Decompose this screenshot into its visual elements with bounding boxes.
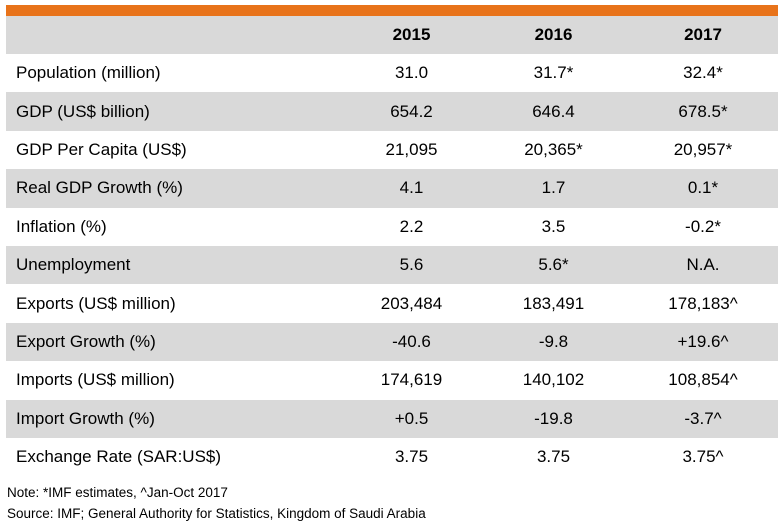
cell-2017: 178,183^ [668, 293, 738, 313]
cell-2015: 4.1 [399, 178, 424, 198]
row-label: Unemployment [16, 255, 131, 275]
cell-2017: 3.75^ [682, 447, 724, 467]
cell-2015: 174,619 [380, 370, 443, 390]
cell-2017: -0.2* [685, 216, 721, 236]
table-row: Exchange Rate (SAR:US$) 3.75 3.75 3.75^ [6, 438, 778, 476]
cell-2015: 31.0 [394, 63, 429, 83]
row-label: Exchange Rate (SAR:US$) [16, 447, 222, 467]
cell-2017: N.A. [686, 255, 720, 275]
cell-2016: 5.6* [538, 255, 569, 275]
row-label: Export Growth (%) [16, 331, 156, 351]
cell-2016: 140,102 [522, 370, 585, 390]
row-label: Import Growth (%) [16, 408, 155, 428]
cell-2016: -9.8 [538, 331, 569, 351]
economic-indicators-table: 2015 2016 2017 Population (million) 31.0… [6, 16, 778, 476]
table-row: Unemployment 5.6 5.6* N.A. [6, 245, 778, 285]
accent-bar [6, 5, 778, 16]
row-label: Inflation (%) [16, 216, 107, 236]
table-row: GDP (US$ billion) 654.2 646.4 678.5* [6, 92, 778, 131]
cell-2016: 183,491 [522, 293, 585, 313]
row-label: Exports (US$ million) [16, 293, 176, 313]
table-row: Population (million) 31.0 31.7* 32.4* [6, 54, 778, 92]
table-row: Import Growth (%) +0.5 -19.8 -3.7^ [6, 399, 778, 438]
table-row: Export Growth (%) -40.6 -9.8 +19.6^ [6, 322, 778, 362]
cell-2017: +19.6^ [677, 331, 729, 351]
row-label: GDP (US$ billion) [16, 101, 150, 121]
header-2015: 2015 [392, 25, 431, 44]
cell-2015: 203,484 [380, 293, 443, 313]
table-row: Exports (US$ million) 203,484 183,491 17… [6, 284, 778, 322]
cell-2017: 32.4* [683, 63, 723, 83]
cell-2017: -3.7^ [684, 408, 722, 428]
cell-2015: -40.6 [392, 331, 431, 351]
header-2016: 2016 [534, 25, 573, 44]
cell-2015: 654.2 [390, 101, 433, 121]
table-row: Imports (US$ million) 174,619 140,102 10… [6, 361, 778, 399]
cell-2017: 20,957* [673, 139, 733, 159]
cell-2017: 678.5* [678, 101, 728, 121]
table-notes: Note: *IMF estimates, ^Jan-Oct 2017 Sour… [7, 482, 426, 524]
cell-2016: 646.4 [532, 101, 575, 121]
cell-2016: 1.7 [541, 178, 566, 198]
cell-2017: 0.1* [687, 178, 719, 198]
cell-2017: 108,854^ [668, 370, 738, 390]
row-label: GDP Per Capita (US$) [16, 139, 187, 159]
row-label: Real GDP Growth (%) [16, 178, 183, 198]
cell-2015: 5.6 [399, 255, 424, 275]
cell-2015: 2.2 [399, 216, 424, 236]
cell-2016: 3.75 [536, 447, 571, 467]
cell-2015: 3.75 [394, 447, 429, 467]
cell-2016: 3.5 [541, 216, 566, 236]
source-text: Source: IMF; General Authority for Stati… [7, 506, 426, 521]
note-text: Note: *IMF estimates, ^Jan-Oct 2017 [7, 485, 228, 500]
row-label: Population (million) [16, 63, 161, 83]
table-row: GDP Per Capita (US$) 21,095 20,365* 20,9… [6, 131, 778, 169]
table-row: Inflation (%) 2.2 3.5 -0.2* [6, 208, 778, 246]
row-label: Imports (US$ million) [16, 370, 175, 390]
cell-2016: 31.7* [533, 63, 574, 83]
table-row: Real GDP Growth (%) 4.1 1.7 0.1* [6, 169, 778, 208]
table-header-row: 2015 2016 2017 [6, 16, 778, 54]
cell-2015: +0.5 [394, 408, 429, 428]
cell-2016: -19.8 [534, 408, 573, 428]
cell-2015: 21,095 [385, 139, 438, 159]
cell-2016: 20,365* [524, 139, 583, 159]
header-2017: 2017 [684, 25, 722, 44]
